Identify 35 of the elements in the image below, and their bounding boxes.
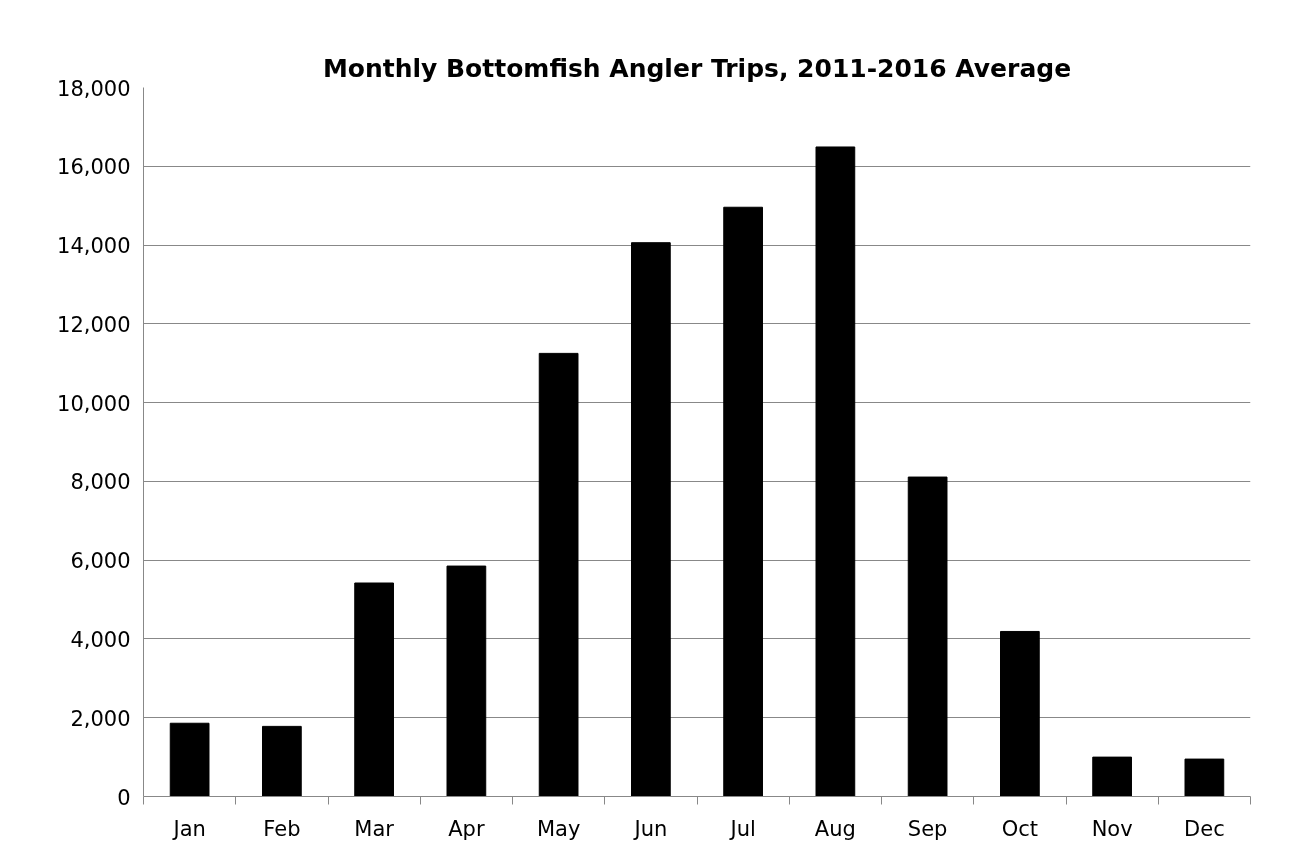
bar [446,565,487,797]
y-tick-label: 18,000 [57,76,131,101]
bar [907,476,948,797]
x-tick-label: Aug [814,816,856,841]
y-tick-label: 2,000 [70,706,131,731]
x-tick-label: Oct [1001,816,1039,841]
bar [815,146,856,797]
bar [631,242,671,797]
y-tick-label: 0 [117,785,131,810]
x-tick-label: Jun [632,816,668,841]
y-tick-label: 12,000 [57,312,131,337]
x-tick-label: Mar [354,816,395,841]
x-tick-label: Apr [448,816,485,841]
x-tick-label: Jan [171,816,206,841]
x-tick-label: May [536,816,581,841]
y-tick-label: 16,000 [57,155,131,180]
y-tick-label: 4,000 [70,627,131,652]
bar [1092,756,1132,797]
x-tick-label: Jul [728,816,756,841]
x-tick-label: Dec [1184,816,1225,841]
bar [723,206,763,797]
y-tick-label: 14,000 [57,234,131,259]
x-tick-label: Sep [907,816,948,841]
x-tick-label: Feb [263,816,301,841]
bar [354,582,394,797]
x-tick-label: Nov [1091,816,1133,841]
bar [538,352,579,797]
bar [262,725,302,797]
y-tick-label: 10,000 [57,391,131,416]
bar [1000,630,1040,797]
chart-title: Monthly Bottomfish Angler Trips, 2011-2016 Average [322,53,1072,83]
y-tick-label: 6,000 [70,549,131,574]
y-tick-label: 8,000 [70,470,131,495]
bar [1184,758,1225,797]
bar [169,722,210,797]
